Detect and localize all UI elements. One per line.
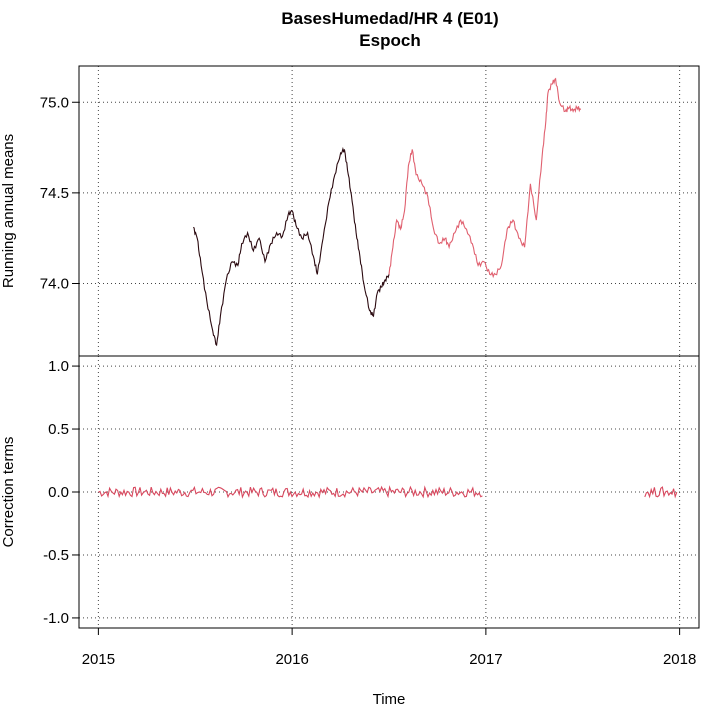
chart-title: BasesHumedad/HR 4 (E01) (281, 9, 498, 28)
bottom-panel: -1.0 -0.5 0.0 0.5 1.0 (43, 355, 700, 629)
top-panel: 74.0 74.5 75.0 (40, 65, 700, 357)
y-tick-label: 1.0 (48, 358, 69, 375)
y-tick-label: 74.5 (40, 185, 69, 202)
top-y-axis-label: Running annual means (0, 134, 17, 288)
x-tick-label: 2016 (275, 651, 308, 668)
series-line-top-1 (388, 77, 582, 279)
x-tick-label: 2017 (469, 651, 502, 668)
series-line-bottom-1 (644, 486, 678, 499)
y-tick-label: 74.0 (40, 276, 69, 293)
bottom-panel-frame (78, 355, 700, 629)
y-tick-label: 0.5 (48, 421, 69, 438)
chart-subtitle: Espoch (359, 31, 420, 50)
bottom-y-axis-label: Correction terms (0, 437, 17, 548)
series-line-top-0 (192, 146, 390, 347)
y-tick-label: -0.5 (43, 547, 69, 564)
y-tick-label: 0.0 (48, 484, 69, 501)
y-tick-label: 75.0 (40, 94, 69, 111)
top-panel-frame (78, 65, 700, 357)
x-axis-label: Time (373, 691, 406, 708)
x-tick-label: 2015 (82, 651, 115, 668)
series-line-bottom-0 (98, 485, 483, 499)
y-tick-label: -1.0 (43, 610, 69, 627)
x-axis: 2015 2016 2017 2018 (82, 628, 696, 668)
x-tick-label: 2018 (663, 651, 696, 668)
